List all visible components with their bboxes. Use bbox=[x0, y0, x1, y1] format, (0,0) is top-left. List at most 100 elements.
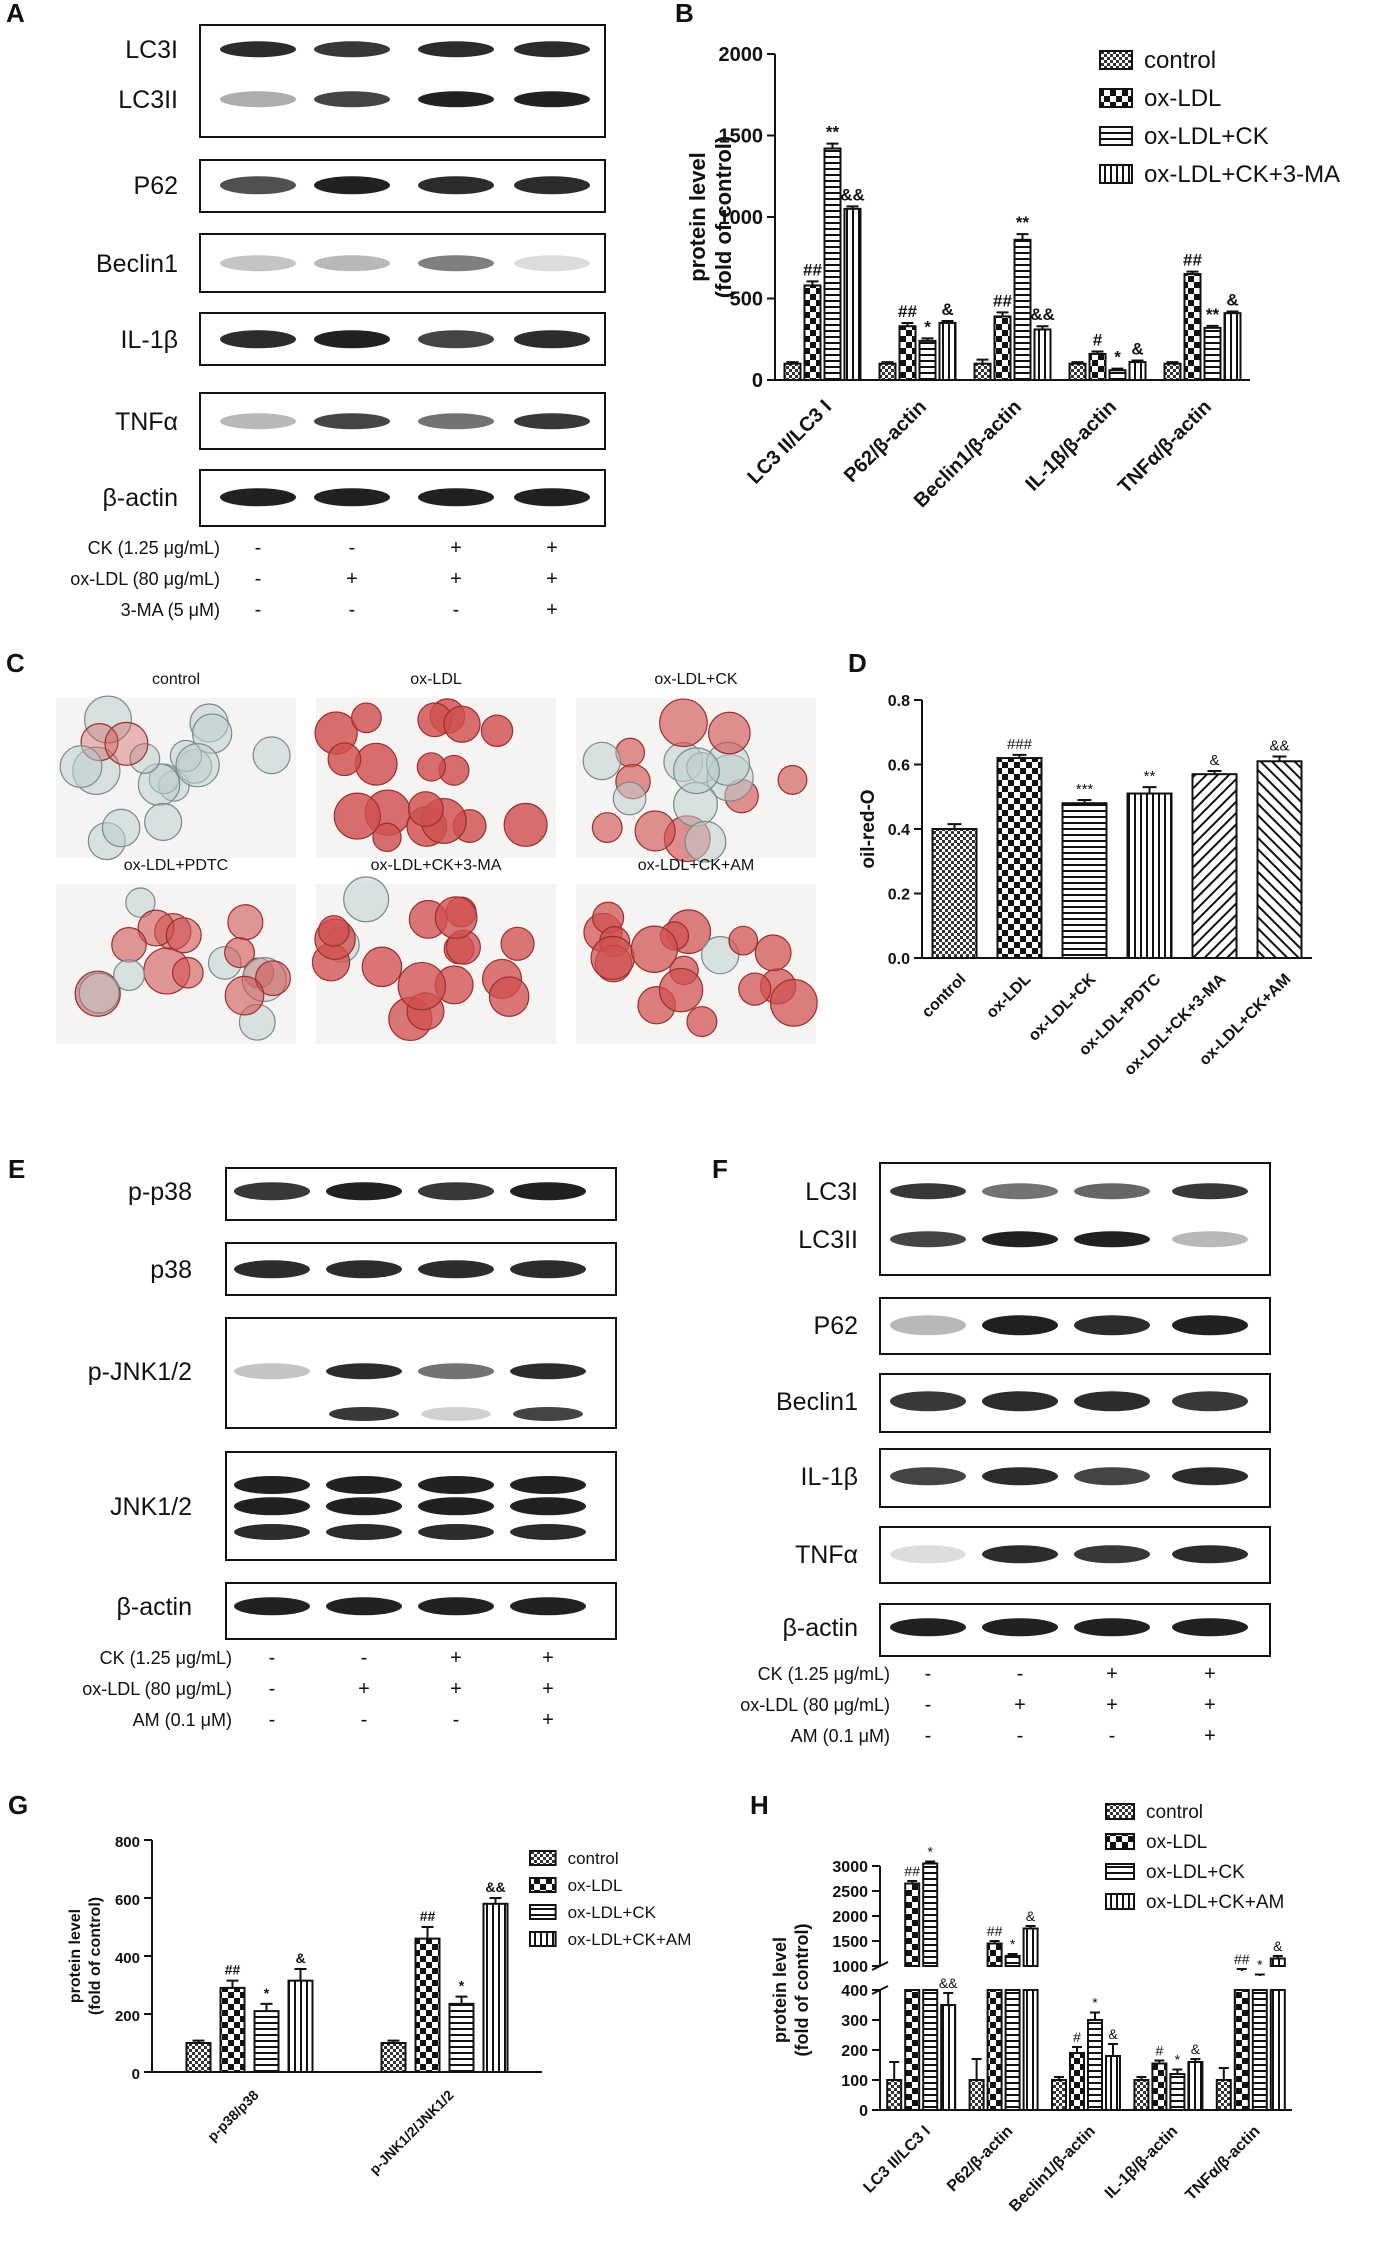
micrograph-0: control bbox=[56, 671, 296, 861]
y-tick-label: 0 bbox=[752, 370, 763, 392]
bar bbox=[1004, 1955, 1021, 1967]
blot-band bbox=[890, 1391, 966, 1412]
significance-mark: && bbox=[1269, 737, 1289, 754]
cell bbox=[503, 802, 548, 847]
treatment-sign: + bbox=[542, 1647, 554, 1669]
blot-band bbox=[220, 413, 296, 430]
blot-band bbox=[982, 1183, 1058, 1200]
blot-band bbox=[510, 1476, 586, 1494]
blot-band bbox=[220, 330, 296, 349]
cell bbox=[728, 925, 759, 956]
error-bar bbox=[226, 1979, 239, 1988]
treatment-sign: + bbox=[1106, 1663, 1118, 1685]
cell bbox=[333, 792, 381, 840]
blot-band bbox=[220, 488, 296, 507]
significance-mark: ** bbox=[826, 123, 840, 142]
treatment-sign: + bbox=[1204, 1694, 1216, 1716]
error-bar bbox=[1166, 361, 1179, 364]
treatment-sign: - bbox=[255, 537, 262, 559]
blot-band bbox=[514, 488, 590, 507]
bar bbox=[1223, 312, 1242, 382]
y-tick-label: 500 bbox=[730, 289, 763, 311]
cell bbox=[769, 978, 818, 1027]
error-bar bbox=[1272, 755, 1287, 762]
blot-band bbox=[510, 1524, 586, 1540]
bar bbox=[931, 828, 978, 959]
bar bbox=[1088, 352, 1107, 382]
blot-band bbox=[510, 1260, 586, 1279]
significance-mark: ** bbox=[1206, 305, 1220, 324]
error-bar bbox=[971, 2058, 982, 2080]
cell bbox=[372, 822, 402, 853]
blot-label: p-JNK1/2 bbox=[88, 1358, 192, 1386]
error-bar bbox=[1142, 786, 1157, 794]
error-bar bbox=[976, 358, 989, 364]
blot-band bbox=[510, 1363, 586, 1380]
error-bar bbox=[947, 823, 962, 829]
micrograph-4: ox-LDL+CK+3-MA bbox=[311, 857, 556, 1044]
blot-band bbox=[890, 1183, 966, 1200]
cell bbox=[144, 802, 183, 842]
significance-mark: * bbox=[459, 1978, 465, 1994]
treatment-label: CK (1.25 μg/mL) bbox=[758, 1664, 890, 1684]
significance-mark: * bbox=[1092, 1995, 1098, 2011]
error-bar bbox=[1186, 270, 1199, 275]
error-bar bbox=[1172, 2068, 1183, 2074]
significance-mark: & bbox=[941, 300, 953, 319]
panel-letter-A: A bbox=[6, 0, 25, 28]
significance-mark: & bbox=[1191, 2041, 1201, 2057]
cell bbox=[658, 967, 704, 1013]
x-tick-label: IL-1β/β-actin bbox=[1102, 2123, 1181, 2202]
error-bar bbox=[901, 321, 914, 327]
axis-lines bbox=[921, 700, 1312, 959]
y-tick-label: 0.0 bbox=[888, 951, 910, 968]
bar bbox=[1187, 2061, 1204, 2111]
treatment-sign: + bbox=[450, 537, 462, 559]
significance-mark: * bbox=[1257, 1957, 1263, 1973]
cell bbox=[443, 705, 481, 743]
y-tick-label: 0.6 bbox=[888, 758, 910, 775]
blot-band bbox=[514, 91, 590, 108]
blot-band bbox=[1074, 1618, 1150, 1637]
y-tick-label: 1500 bbox=[719, 126, 764, 148]
treatment-sign: - bbox=[269, 1709, 276, 1731]
cell bbox=[255, 960, 291, 997]
blot-band bbox=[982, 1231, 1058, 1248]
bar bbox=[482, 1902, 509, 2074]
significance-mark: & bbox=[1131, 339, 1143, 358]
error-bar bbox=[1025, 1925, 1036, 1929]
blot-band bbox=[418, 413, 494, 430]
bar bbox=[414, 1937, 441, 2073]
legend-swatch bbox=[1099, 50, 1133, 70]
bar bbox=[1004, 1989, 1021, 2111]
blot-band bbox=[1172, 1618, 1248, 1637]
blot-label: IL-1β bbox=[801, 1463, 858, 1491]
y-tick-label: 3000 bbox=[832, 1859, 868, 1876]
bar bbox=[904, 1882, 921, 1967]
bar bbox=[783, 362, 802, 382]
blot-label: JNK1/2 bbox=[110, 1493, 192, 1521]
cell bbox=[172, 956, 204, 989]
legend-label: ox-LDL+CK+3-MA bbox=[1144, 161, 1340, 188]
blot-band bbox=[514, 176, 590, 195]
legend-label: ox-LDL+CK bbox=[568, 1903, 657, 1922]
treatment-sign: + bbox=[1014, 1694, 1026, 1716]
micrograph-label: control bbox=[152, 671, 200, 688]
bar bbox=[922, 1862, 939, 1967]
legend-label: ox-LDL bbox=[1146, 1832, 1207, 1853]
chart-H: 0 100 200 300 400 1000 1500 2000 2500 3000 protein… bbox=[770, 1802, 1292, 2215]
blot-band bbox=[418, 1182, 494, 1201]
y-axis-label: protein level bbox=[770, 1937, 790, 2043]
error-bar bbox=[1131, 359, 1144, 363]
panel-letter-H: H bbox=[750, 1790, 769, 1820]
y-axis-label: (fold of control) bbox=[792, 1924, 812, 2057]
y-tick-label: 1000 bbox=[832, 1959, 868, 1976]
blot-band bbox=[982, 1391, 1058, 1412]
cell bbox=[659, 698, 708, 748]
error-bar bbox=[1036, 325, 1049, 330]
bar bbox=[185, 2042, 212, 2073]
treatment-label: AM (0.1 μM) bbox=[791, 1726, 890, 1746]
blot-band bbox=[514, 41, 590, 58]
bar bbox=[1061, 802, 1108, 960]
cell bbox=[738, 972, 772, 1006]
